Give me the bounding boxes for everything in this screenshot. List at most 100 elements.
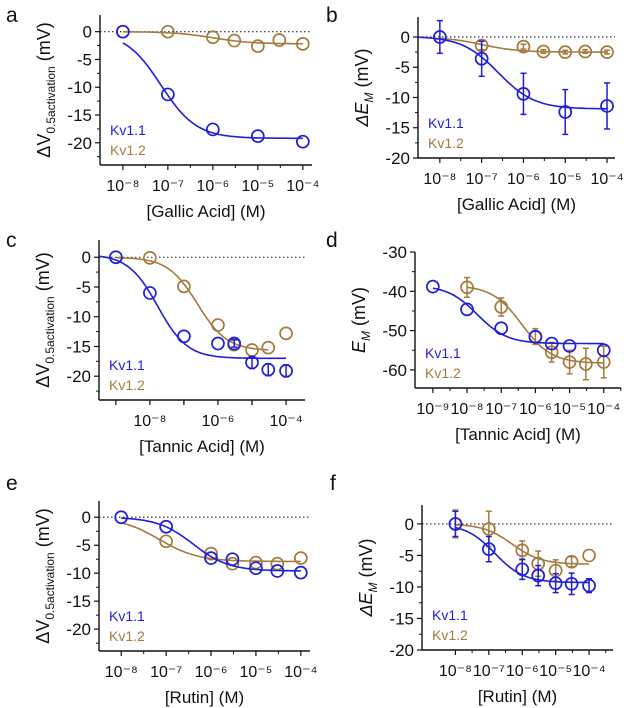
panel-label: b (326, 4, 338, 27)
data-point (205, 30, 220, 45)
y-label-sub: 0.5activation (43, 552, 57, 619)
data-point (516, 39, 531, 54)
x-tick-label: 10⁻⁸ (423, 171, 456, 188)
y-tick-label: -20 (66, 367, 91, 386)
legend-entry: Kv1.1 (425, 345, 461, 361)
legend-entry: Kv1.1 (109, 608, 145, 624)
x-tick-label: 10⁻⁷ (466, 171, 498, 188)
x-tick-label: 10⁻⁶ (506, 663, 539, 680)
chart-panel-e: e 0 -5 -10 -15 -20 10⁻⁸ 10⁻⁷ 10⁻⁶ 10⁻⁵ 10⁻⁴ [Rutin]… (6, 472, 318, 707)
fit-curve (432, 287, 604, 345)
data-point (295, 134, 310, 149)
y-tick-label: 0 (83, 23, 92, 42)
data-point (515, 562, 530, 577)
y-label-unit: (mV) (352, 48, 372, 92)
y-label-sub: M (362, 92, 376, 102)
legend-entry: Kv1.2 (109, 377, 145, 393)
y-axis-label: ΔV0.5activation (mV) (33, 252, 57, 387)
series-kv1-1 (114, 510, 308, 580)
y-axis-label: ΔV0.5activation (mV) (34, 22, 58, 157)
y-tick-label: -50 (382, 322, 407, 341)
y-tick-label: -5 (76, 536, 91, 555)
data-point (582, 578, 596, 593)
y-label-unit: (mV) (356, 538, 376, 582)
series-kv1-1 (417, 19, 614, 136)
y-tick-label: -10 (67, 78, 92, 97)
data-point (562, 339, 577, 353)
x-tick-label: 10⁻⁵ (239, 664, 272, 681)
x-tick-label: 10⁻⁴ (587, 401, 620, 418)
data-point (460, 302, 474, 317)
data-point (161, 24, 175, 39)
y-label-sub: 0.5activation (44, 66, 58, 133)
y-tick-label: -5 (395, 58, 410, 77)
data-point (250, 129, 265, 143)
x-tick-label: 10⁻⁵ (241, 178, 274, 195)
data-point (204, 551, 218, 565)
x-tick-label: 10⁻⁵ (553, 401, 586, 418)
panel-label: d (326, 229, 338, 252)
x-tick-label: 10⁻⁸ (451, 401, 484, 418)
y-label-unit: (mV) (349, 287, 369, 331)
data-point (564, 576, 579, 591)
y-axis-label: ΔEM (mV) (356, 538, 380, 617)
panel-label: e (6, 472, 18, 495)
y-tick-label: -60 (382, 361, 407, 380)
x-axis-label: [Tannic Acid] (M) (455, 425, 581, 444)
fit-curve (122, 42, 303, 140)
data-point (159, 534, 173, 549)
series-kv1-1 (98, 250, 293, 378)
data-point (515, 543, 530, 558)
legend-entry: Kv1.2 (425, 365, 461, 381)
series-kv1-2 (439, 37, 614, 59)
y-label-unit: (mV) (33, 252, 53, 296)
legend-entry: Kv1.2 (110, 142, 146, 158)
x-axis-label: [Rutin] (M) (478, 687, 557, 706)
data-point (227, 33, 242, 48)
data-point (578, 44, 593, 59)
data-point (161, 87, 175, 102)
y-tick-label: -20 (66, 620, 91, 639)
data-point (227, 336, 242, 351)
data-point (600, 99, 614, 113)
panel-label: c (6, 229, 17, 252)
fit-curve (121, 522, 301, 563)
data-point (600, 45, 614, 59)
data-point (544, 345, 559, 360)
data-point (544, 336, 559, 351)
data-point (564, 554, 579, 569)
chart-panel-a: a 0 -5 -10 -15 -20 10⁻⁸ 10⁻⁷ 10⁻⁶ 10⁻⁵ 10⁻⁴ [Gallic… (6, 4, 319, 221)
series-kv1-2 (115, 250, 293, 357)
fit-curve (115, 256, 269, 351)
fit-curve (98, 255, 287, 360)
x-tick-label: 10⁻⁴ (573, 663, 606, 680)
y-tick-label: -10 (389, 578, 414, 597)
legend-entry: Kv1.2 (428, 135, 464, 151)
y-tick-label: -5 (76, 278, 91, 297)
data-point (528, 330, 543, 344)
data-point (562, 355, 577, 369)
panel-label: f (330, 472, 336, 495)
y-tick-label: -10 (66, 308, 91, 327)
y-tick-label: 0 (82, 248, 91, 267)
x-tick-label: 10⁻⁷ (473, 663, 505, 680)
data-point (279, 326, 293, 341)
x-axis-label: [Gallic Acid] (M) (146, 202, 265, 221)
data-point (279, 364, 293, 378)
fit-curve (122, 31, 303, 45)
data-point (582, 548, 596, 563)
series-kv1-2 (460, 276, 611, 381)
data-point (116, 24, 130, 39)
y-tick-label: -5 (77, 50, 92, 69)
y-label-main: ΔE (352, 101, 372, 127)
data-point (536, 44, 551, 59)
y-axis-label: EM (mV) (349, 287, 373, 353)
x-tick-label: 10⁻⁶ (195, 664, 228, 681)
y-tick-label: -15 (389, 609, 414, 628)
y-label-main: ΔV (33, 620, 53, 644)
data-point (211, 318, 225, 332)
y-tick-label: -15 (66, 592, 91, 611)
x-tick-label: 10⁻⁵ (539, 663, 572, 680)
y-label-sub: M (359, 331, 373, 341)
data-point (261, 340, 276, 355)
